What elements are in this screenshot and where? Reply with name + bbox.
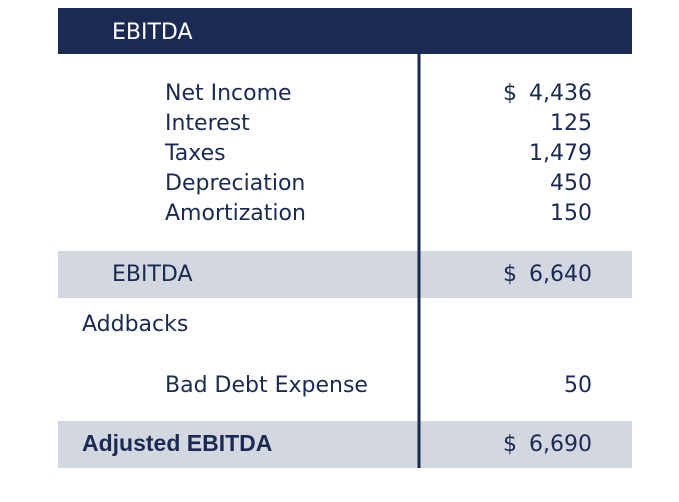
- item-value: 150: [550, 201, 592, 226]
- total-band: [58, 421, 632, 468]
- item-label: Interest: [165, 111, 250, 136]
- item-value: 450: [550, 171, 592, 196]
- currency: $: [503, 432, 517, 457]
- subtotal-value: 6,640: [529, 262, 592, 287]
- currency: $: [503, 262, 517, 287]
- item-value: 125: [550, 111, 592, 136]
- item-label: Bad Debt Expense: [165, 373, 368, 398]
- header-band: [58, 8, 632, 54]
- total-value: 6,690: [529, 432, 592, 457]
- addbacks-title: Addbacks: [82, 312, 188, 337]
- item-label: Net Income: [165, 81, 292, 106]
- subtotal-band: [58, 251, 632, 298]
- total-label: Adjusted EBITDA: [82, 430, 272, 456]
- item-label: Depreciation: [165, 171, 305, 196]
- item-value: 1,479: [529, 141, 592, 166]
- item-value: 4,436: [529, 81, 592, 106]
- item-value: 50: [564, 373, 592, 398]
- item-label: Amortization: [165, 201, 306, 226]
- header-title: EBITDA: [112, 20, 193, 45]
- item-label: Taxes: [164, 141, 226, 166]
- subtotal-label: EBITDA: [112, 262, 193, 287]
- currency: $: [503, 81, 517, 106]
